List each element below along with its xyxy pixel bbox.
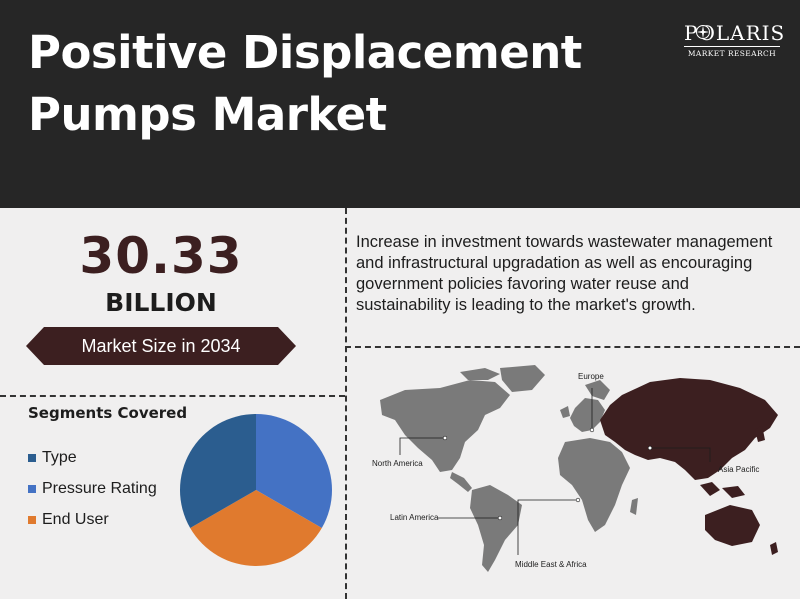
segments-legend: Type Pressure Rating End User: [28, 442, 157, 535]
market-size-banner: [26, 327, 296, 365]
pie-slice-pressure-rating: [256, 414, 332, 528]
legend-swatch: [28, 453, 36, 462]
world-landmass: [380, 365, 638, 572]
region-label-north-america: North America: [372, 459, 423, 468]
logo-divider: [684, 46, 780, 47]
legend-swatch: [28, 515, 36, 524]
vertical-divider: [345, 208, 347, 599]
region-label-middle-east-africa: Middle East & Africa: [515, 560, 587, 569]
region-label-asia-pacific: Asia Pacific: [718, 465, 759, 474]
market-size-value: 30.33: [79, 227, 243, 285]
market-size-unit: BILLION: [105, 288, 217, 317]
legend-swatch: [28, 484, 36, 493]
legend-item-type: Type: [28, 442, 157, 473]
left-horizontal-divider: [0, 395, 345, 397]
legend-label: End User: [42, 510, 109, 528]
asia-pacific-region: [600, 378, 778, 555]
logo-subtitle: MARKET RESEARCH: [687, 49, 777, 58]
compass-star-icon: [696, 25, 710, 39]
world-map: Europe North America Asia Pacific Latin …: [372, 365, 778, 572]
legend-item-end-user: End User: [28, 504, 157, 535]
pie-slice-end-user: [190, 490, 322, 566]
header-band: Positive Displacement Pumps Market POLAR…: [0, 0, 800, 208]
legend-item-pressure-rating: Pressure Rating: [28, 473, 157, 504]
segments-title: Segments Covered: [28, 404, 188, 422]
region-label-latin-america: Latin America: [390, 513, 439, 522]
market-size-label: Market Size in 2034: [81, 336, 241, 356]
region-callouts: [399, 388, 711, 555]
right-horizontal-divider: [345, 346, 800, 348]
page-title: Positive Displacement Pumps Market: [28, 22, 582, 146]
pie-slice-type: [180, 414, 256, 528]
region-label-europe: Europe: [578, 372, 604, 381]
region-markers: [442, 427, 653, 521]
market-description: Increase in investment towards wastewate…: [356, 233, 773, 314]
polaris-logo: POLARIS MARKET RESEARCH: [684, 21, 786, 58]
title-line-1: Positive Displacement: [28, 26, 582, 79]
legend-label: Type: [42, 448, 77, 466]
title-line-2: Pumps Market: [28, 88, 387, 141]
logo-name: POLARIS: [684, 21, 786, 45]
legend-label: Pressure Rating: [42, 479, 157, 497]
segments-pie-chart: [180, 414, 332, 566]
